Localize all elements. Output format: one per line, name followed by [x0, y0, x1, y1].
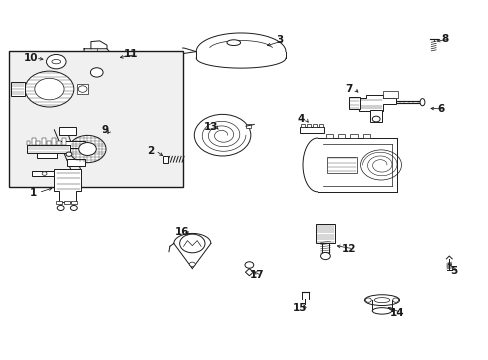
Bar: [37, 152, 57, 158]
Circle shape: [365, 298, 370, 302]
Circle shape: [69, 135, 106, 163]
Bar: [301, 124, 305, 127]
Bar: [36, 141, 40, 145]
Bar: [52, 138, 56, 145]
Ellipse shape: [226, 40, 240, 45]
Bar: [299, 127, 324, 133]
Circle shape: [392, 298, 398, 302]
Text: 6: 6: [436, 104, 443, 114]
Ellipse shape: [373, 298, 389, 303]
Text: 14: 14: [388, 308, 403, 318]
Text: 16: 16: [175, 227, 189, 237]
Bar: [56, 201, 61, 204]
Ellipse shape: [52, 59, 61, 64]
Bar: [349, 134, 357, 138]
Bar: [162, 156, 168, 163]
Circle shape: [194, 114, 250, 156]
Circle shape: [70, 206, 77, 211]
Bar: [9, 51, 182, 187]
Bar: [362, 134, 369, 138]
Bar: [327, 157, 356, 173]
Ellipse shape: [364, 295, 399, 306]
Bar: [58, 141, 84, 148]
Bar: [57, 141, 61, 145]
Text: 11: 11: [124, 49, 138, 59]
Bar: [64, 201, 70, 204]
Circle shape: [46, 54, 66, 69]
Bar: [383, 91, 397, 98]
Bar: [32, 171, 54, 176]
Bar: [71, 201, 77, 204]
Ellipse shape: [371, 308, 391, 314]
Circle shape: [35, 78, 64, 100]
Bar: [26, 141, 30, 145]
Bar: [59, 127, 76, 135]
Ellipse shape: [419, 99, 424, 106]
Circle shape: [371, 116, 379, 122]
Bar: [306, 124, 310, 127]
Text: 1: 1: [30, 188, 38, 198]
Bar: [42, 138, 46, 145]
Circle shape: [42, 172, 47, 175]
Bar: [32, 138, 36, 145]
Text: 13: 13: [203, 122, 218, 132]
Circle shape: [57, 206, 64, 211]
Text: 5: 5: [449, 266, 457, 276]
Text: 9: 9: [102, 125, 109, 135]
Bar: [337, 134, 345, 138]
Bar: [26, 145, 70, 153]
Circle shape: [90, 68, 103, 77]
Circle shape: [320, 252, 330, 260]
Circle shape: [25, 71, 74, 107]
Bar: [321, 243, 329, 254]
Bar: [318, 124, 322, 127]
Text: 4: 4: [297, 114, 304, 124]
Text: 17: 17: [249, 270, 264, 280]
Circle shape: [78, 86, 87, 92]
Text: 2: 2: [147, 145, 154, 156]
Bar: [325, 134, 332, 138]
Circle shape: [244, 262, 253, 268]
Text: 10: 10: [23, 53, 38, 63]
Circle shape: [189, 262, 195, 266]
Text: 15: 15: [292, 303, 307, 313]
Text: 8: 8: [441, 34, 448, 44]
Text: 3: 3: [276, 35, 283, 45]
Bar: [369, 111, 381, 122]
Bar: [11, 82, 25, 96]
Bar: [77, 84, 88, 94]
Bar: [315, 224, 334, 243]
Bar: [47, 141, 51, 145]
Bar: [66, 159, 85, 166]
Text: 12: 12: [341, 244, 355, 254]
Polygon shape: [358, 95, 395, 111]
Polygon shape: [54, 169, 81, 202]
Circle shape: [179, 234, 204, 253]
Bar: [312, 124, 316, 127]
Bar: [61, 138, 65, 145]
Circle shape: [66, 152, 72, 156]
Bar: [348, 97, 359, 109]
Text: 7: 7: [345, 84, 352, 94]
Bar: [245, 125, 250, 128]
Circle shape: [79, 143, 96, 156]
